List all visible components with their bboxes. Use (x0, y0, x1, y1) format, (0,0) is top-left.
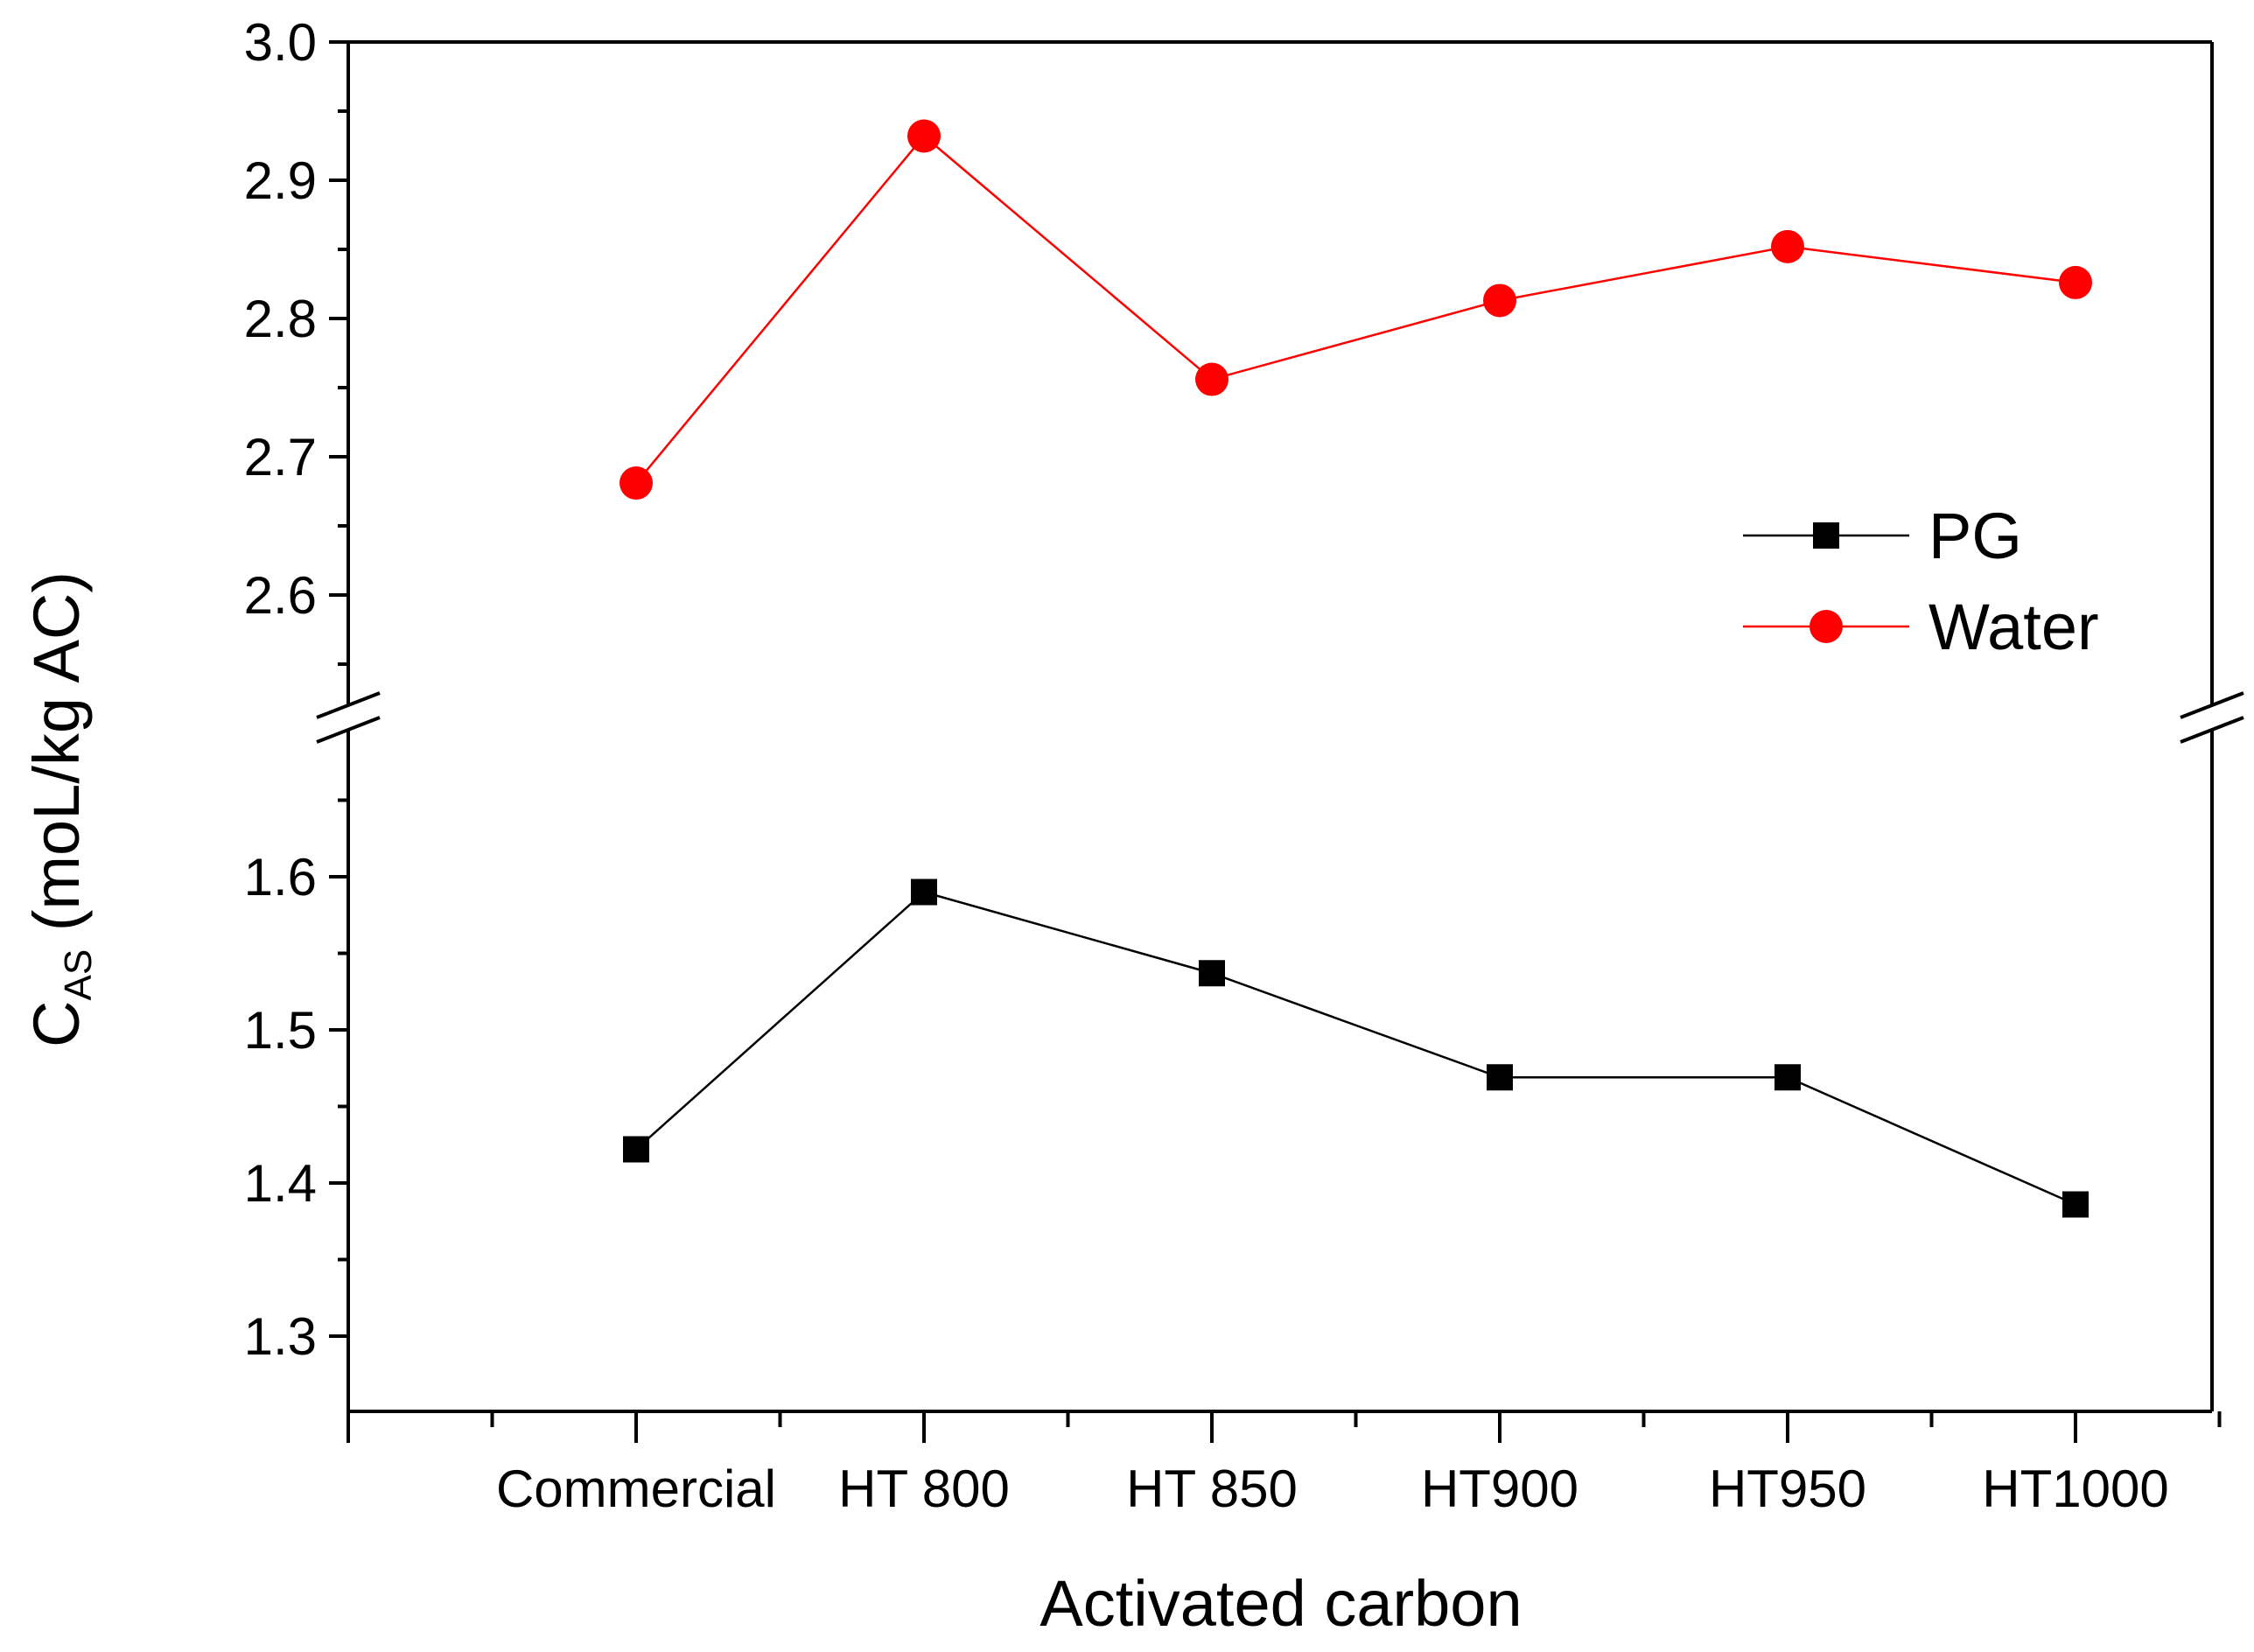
data-point-water (907, 119, 941, 153)
series-line-pg (635, 891, 2076, 1206)
y-axis-break-mark-1 (316, 691, 381, 719)
data-point-water (2059, 265, 2092, 299)
x-axis-title: Activated carbon (1040, 1567, 1522, 1640)
y-lower-tick-label: 1.3 (244, 1307, 317, 1366)
data-point-pg (911, 878, 937, 906)
data-point-pg (2062, 1191, 2089, 1218)
data-point-water (1195, 362, 1228, 396)
y-axis-title-main: C (20, 1001, 93, 1047)
data-point-water (620, 466, 653, 500)
x-tick-label: HT900 (1421, 1460, 1578, 1518)
legend-marker-water (1810, 610, 1843, 643)
y-upper-tick-label: 2.9 (244, 151, 317, 210)
data-point-pg (623, 1136, 649, 1163)
y-upper-tick-label: 2.6 (244, 566, 317, 625)
series-line-water (635, 134, 2076, 484)
legend-label-water: Water (1928, 591, 2099, 663)
x-tick-label: Commercial (496, 1460, 776, 1518)
y-lower-tick-label: 1.5 (244, 1001, 317, 1060)
right-axis-break-mark-1 (2180, 691, 2244, 719)
y-lower-tick-label: 1.6 (244, 848, 317, 906)
y-lower-tick-label: 1.4 (244, 1154, 317, 1213)
y-axis-title-units: (moL/kg AC) (20, 571, 93, 949)
y-axis-title: CAS (moL/kg AC) (20, 571, 100, 1047)
data-point-pg (1199, 960, 1225, 987)
y-upper-tick-label: 2.7 (244, 428, 317, 486)
x-tick-label: HT950 (1709, 1460, 1866, 1518)
y-axis-title-subscript: AS (57, 949, 100, 1001)
data-point-pg (1774, 1064, 1801, 1091)
legend-label-pg: PG (1928, 500, 2022, 572)
y-upper-tick-label: 2.8 (244, 290, 317, 348)
x-tick-label: HT 850 (1126, 1460, 1298, 1518)
x-tick-label: HT1000 (1982, 1460, 2168, 1518)
data-point-water (1771, 229, 1804, 263)
legend-marker-pg (1813, 522, 1839, 549)
x-tick-label: HT 800 (838, 1460, 1010, 1518)
y-upper-tick-label: 3.0 (244, 13, 317, 72)
right-axis-break-mark-2 (2180, 716, 2244, 744)
data-point-water (1483, 284, 1516, 318)
data-point-pg (1487, 1064, 1513, 1091)
y-axis-break-mark-2 (316, 716, 381, 744)
